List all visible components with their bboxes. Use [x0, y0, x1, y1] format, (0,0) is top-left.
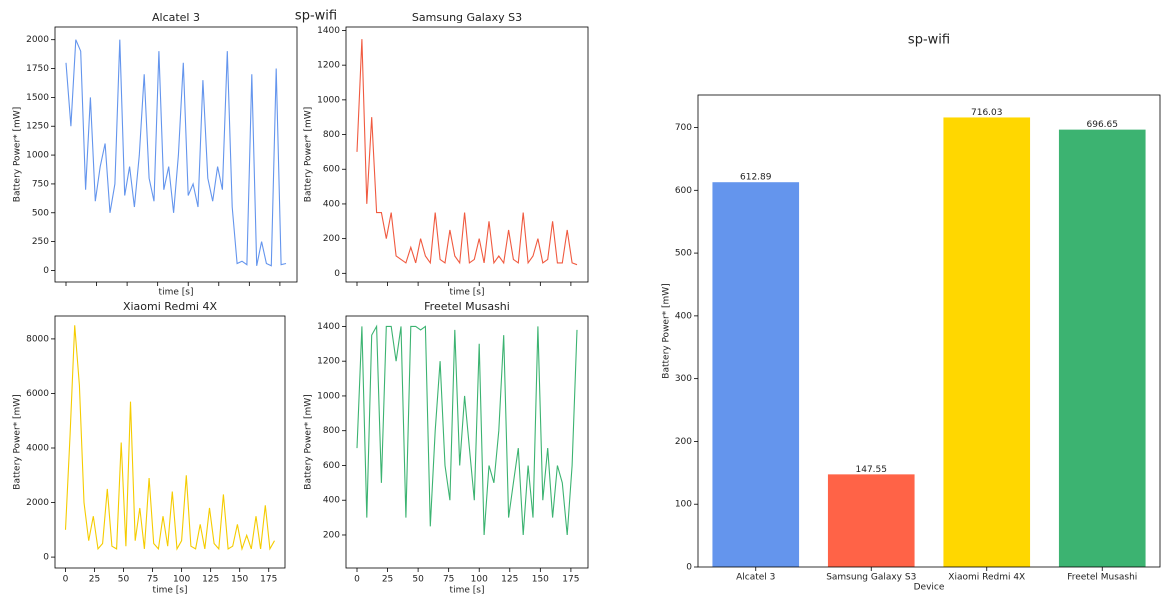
chart-title: Xiaomi Redmi 4X — [123, 300, 217, 313]
x-axis-label: time [s] — [450, 586, 485, 596]
y-tick-label: 6000 — [26, 389, 49, 399]
x-tick-label: Alcatel 3 — [736, 573, 775, 583]
y-tick-label: 500 — [675, 249, 692, 259]
value-label: 696.65 — [1087, 120, 1119, 130]
x-tick-label: 0 — [63, 575, 69, 585]
x-axis-label: time [s] — [153, 586, 188, 596]
x-tick-label: 25 — [89, 575, 100, 585]
x-axis-label: time [s] — [450, 288, 485, 298]
y-tick-label: 400 — [675, 311, 692, 321]
value-label: 612.89 — [740, 173, 772, 183]
axes-frame — [54, 26, 298, 283]
y-tick-label: 500 — [32, 208, 49, 218]
value-label: 716.03 — [971, 108, 1003, 118]
x-tick-label: 175 — [260, 575, 277, 585]
x-tick-label: 0 — [354, 575, 360, 585]
y-tick-label: 800 — [323, 130, 340, 140]
y-tick-label: 250 — [32, 237, 49, 247]
x-tick-label: Samsung Galaxy S3 — [826, 573, 916, 583]
chart-title: sp-wifi — [908, 33, 950, 48]
y-axis-label: Battery Power* [mW] — [304, 394, 314, 489]
value-label: 147.55 — [856, 465, 888, 475]
y-tick-label: 1000 — [317, 391, 340, 401]
y-tick-label: 1000 — [26, 151, 49, 161]
y-tick-label: 800 — [323, 426, 340, 436]
y-tick-label: 0 — [43, 553, 49, 563]
y-tick-label: 100 — [675, 500, 692, 510]
x-tick-label: 25 — [382, 575, 393, 585]
y-tick-label: 1200 — [317, 357, 340, 367]
x-tick-label: 50 — [412, 575, 424, 585]
series-line — [64, 325, 275, 552]
x-tick-label: 150 — [231, 575, 248, 585]
y-tick-label: 750 — [32, 179, 49, 189]
bar — [712, 182, 800, 568]
x-tick-label: 100 — [471, 575, 488, 585]
x-tick-label: Freetel Musashi — [1067, 573, 1137, 583]
y-axis-label: Battery Power* [mW] — [13, 394, 23, 489]
y-tick-label: 0 — [686, 563, 692, 573]
y-tick-label: 2000 — [26, 498, 49, 508]
y-tick-label: 1000 — [317, 95, 340, 105]
y-tick-label: 400 — [323, 496, 340, 506]
y-tick-label: 300 — [675, 374, 692, 384]
series-line — [65, 39, 287, 267]
y-tick-label: 0 — [43, 266, 49, 276]
x-axis-label: time [s] — [159, 288, 194, 298]
bar — [827, 474, 915, 567]
y-tick-label: 400 — [323, 199, 340, 209]
x-tick-label: Xiaomi Redmi 4X — [948, 573, 1025, 583]
y-tick-label: 600 — [323, 165, 340, 175]
series-line — [356, 39, 578, 266]
bar — [943, 117, 1031, 567]
series-line — [356, 324, 578, 536]
y-axis-label: Battery Power* [mW] — [662, 283, 672, 378]
y-tick-label: 600 — [675, 186, 692, 196]
chart-title: Samsung Galaxy S3 — [412, 11, 522, 24]
chart-title: Freetel Musashi — [424, 300, 510, 313]
y-axis-label: Battery Power* [mW] — [304, 107, 314, 202]
x-tick-label: 125 — [202, 575, 219, 585]
x-tick-label: 150 — [532, 575, 549, 585]
x-tick-label: 75 — [147, 575, 158, 585]
y-tick-label: 200 — [675, 437, 692, 447]
y-tick-label: 1400 — [317, 322, 340, 332]
axes-frame — [54, 315, 286, 569]
y-axis-label: Battery Power* [mW] — [13, 107, 23, 202]
y-tick-label: 4000 — [26, 444, 49, 454]
y-tick-label: 200 — [323, 234, 340, 244]
suptitle: sp-wifi — [295, 9, 337, 24]
y-tick-label: 2000 — [26, 35, 49, 45]
y-tick-label: 200 — [323, 530, 340, 540]
y-tick-label: 0 — [334, 269, 340, 279]
x-tick-label: 175 — [562, 575, 579, 585]
axes-frame — [345, 26, 589, 283]
y-tick-label: 700 — [675, 123, 692, 133]
y-tick-label: 8000 — [26, 334, 49, 344]
y-tick-label: 1750 — [26, 64, 49, 74]
x-tick-label: 50 — [118, 575, 130, 585]
axes-frame — [345, 315, 589, 569]
x-axis-label: Device — [914, 583, 945, 593]
axes-frame — [697, 94, 1161, 568]
y-tick-label: 1250 — [26, 122, 49, 132]
y-tick-label: 1500 — [26, 93, 49, 103]
y-tick-label: 600 — [323, 461, 340, 471]
x-tick-label: 100 — [173, 575, 190, 585]
bar — [1058, 129, 1146, 567]
chart-title: Alcatel 3 — [152, 11, 200, 24]
y-tick-label: 1400 — [317, 26, 340, 36]
x-tick-label: 75 — [443, 575, 454, 585]
x-tick-label: 125 — [501, 575, 518, 585]
y-tick-label: 1200 — [317, 61, 340, 71]
